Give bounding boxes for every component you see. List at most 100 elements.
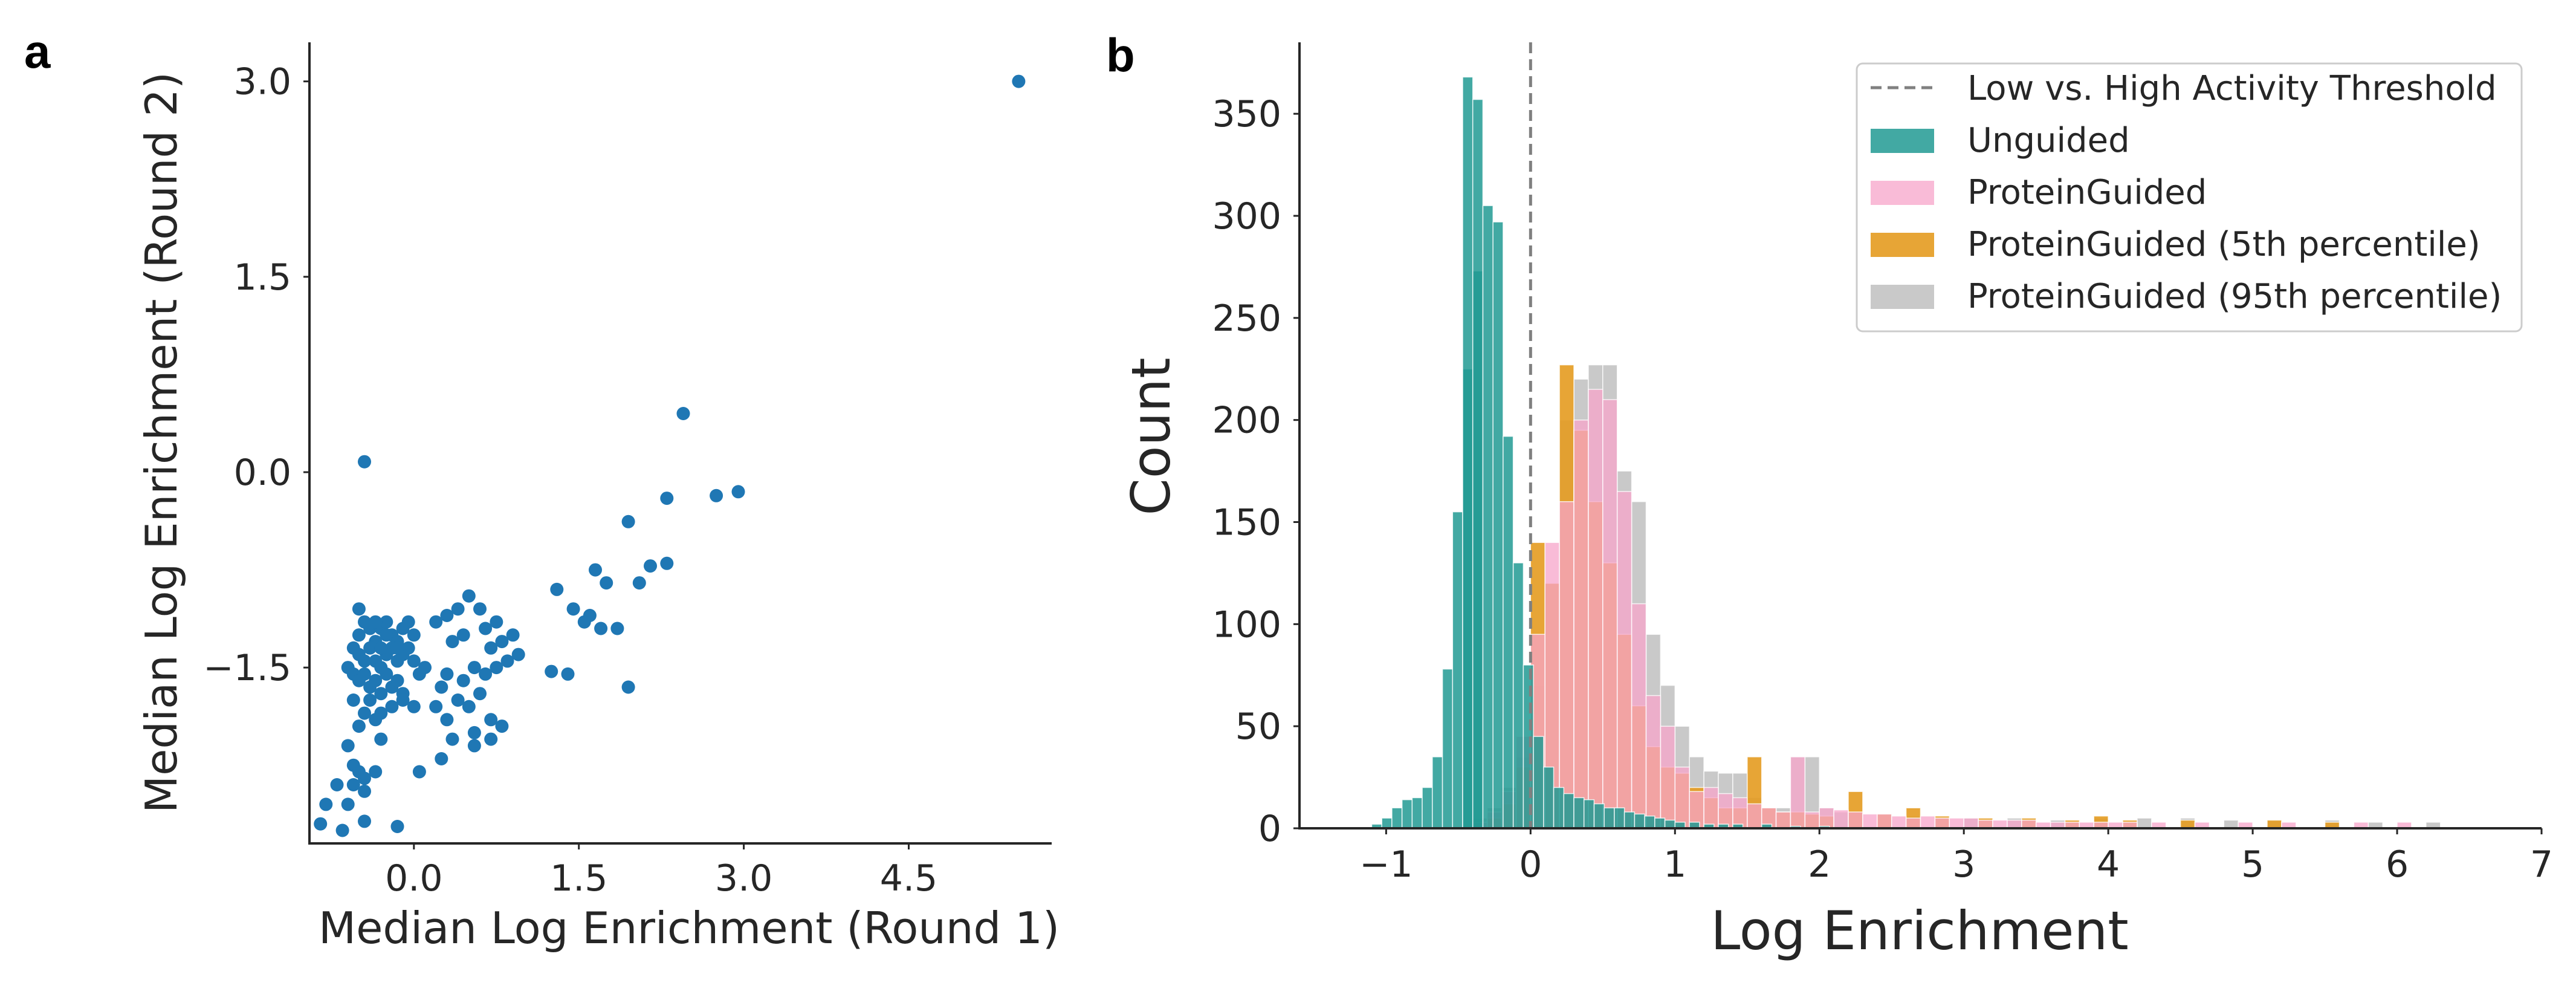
panel-b-x-tick-label: 0	[1519, 843, 1542, 886]
scatter-point	[495, 719, 509, 733]
scatter-point	[429, 615, 443, 629]
panel-b-y-axis-title: Count	[1120, 357, 1182, 515]
legend-swatch-proteinguided-5th	[1871, 233, 1934, 257]
scatter-point	[380, 667, 393, 681]
histogram-bar	[1614, 807, 1625, 829]
scatter-point	[341, 797, 355, 811]
scatter-point	[484, 641, 498, 655]
histogram-bar	[1401, 799, 1413, 829]
histogram-bar	[2267, 819, 2282, 829]
scatter-point	[462, 589, 476, 603]
scatter-point	[390, 820, 404, 833]
scatter-point	[363, 693, 377, 707]
scatter-point	[484, 732, 498, 746]
scatter-point	[346, 693, 360, 707]
histogram-bar	[1718, 793, 1733, 829]
panel-a-x-tick-label: 0.0	[385, 857, 442, 900]
histogram-bar	[1482, 205, 1493, 829]
histogram-bar	[1660, 726, 1676, 829]
panel-b-y-tick-label: 300	[1212, 195, 1281, 238]
histogram-bar	[2021, 819, 2037, 829]
histogram-bar	[1674, 766, 1690, 829]
histogram-bar	[2007, 819, 2022, 829]
scatter-point	[467, 726, 481, 739]
panel-b-y-tick-label: 50	[1235, 706, 1281, 748]
scatter-point	[407, 654, 421, 668]
histogram-bar	[1644, 815, 1655, 829]
histogram-bar	[1634, 813, 1645, 829]
histogram-bar	[1573, 419, 1589, 829]
legend-item-proteinguided-95th: ProteinGuided (95th percentile)	[1871, 277, 2502, 316]
panel-label-a: a	[24, 25, 51, 78]
histogram-bar	[1703, 787, 1719, 829]
scatter-point	[473, 602, 487, 616]
scatter-point	[380, 628, 393, 642]
scatter-point	[352, 765, 366, 779]
histogram-bar	[1593, 803, 1605, 829]
scatter-point	[589, 563, 602, 577]
scatter-point	[456, 674, 470, 687]
histogram-series	[1472, 389, 2412, 829]
scatter-point	[440, 609, 454, 622]
histogram-bar	[1877, 813, 1892, 829]
legend-label-threshold: Low vs. High Activity Threshold	[1967, 69, 2497, 108]
panel-b-y-tick-label: 100	[1212, 603, 1281, 646]
scatter-point	[363, 641, 377, 655]
scatter-point	[511, 648, 525, 661]
histogram-bar	[1747, 803, 1762, 829]
histogram-bar	[1512, 562, 1524, 829]
histogram-bar	[1963, 817, 1979, 829]
histogram-bar	[1775, 811, 1791, 829]
scatter-point	[435, 680, 448, 694]
panel-a-y-tick-label: 3.0	[234, 61, 291, 103]
scatter-point	[369, 713, 383, 727]
panel-b-y-tick-label: 350	[1212, 93, 1281, 135]
scatter-point	[621, 680, 635, 694]
scatter-point	[429, 700, 443, 713]
scatter-point	[358, 814, 371, 828]
scatter-point	[341, 739, 355, 753]
histogram-bar	[1833, 809, 1849, 829]
scatter-point	[632, 576, 646, 590]
scatter-point	[352, 628, 366, 642]
scatter-point	[358, 667, 371, 681]
legend-label-proteinguided-5th: ProteinGuided (5th percentile)	[1967, 225, 2481, 264]
scatter-point	[676, 407, 690, 420]
panel-b-x-tick-label: 7	[2530, 843, 2553, 886]
scatter-point	[473, 687, 487, 701]
histogram-bar	[1442, 668, 1454, 829]
panel-label-b: b	[1106, 28, 1135, 82]
panel-b-x-tick-label: 3	[1952, 843, 1975, 886]
histogram-bar	[1623, 811, 1636, 829]
histogram-bar	[1422, 787, 1433, 829]
scatter-point	[500, 654, 514, 668]
histogram-bar	[1819, 807, 1834, 829]
panel-a-y-tick-label: 1.5	[234, 256, 291, 299]
legend-label-proteinguided-95th: ProteinGuided (95th percentile)	[1967, 277, 2502, 316]
scatter-point	[390, 641, 404, 655]
histogram-bar	[1553, 787, 1565, 829]
scatter-point	[710, 489, 723, 502]
legend-item-threshold: Low vs. High Activity Threshold	[1871, 69, 2497, 108]
scatter-point	[407, 628, 421, 642]
scatter-point	[731, 485, 745, 499]
panel-a-x-tick-label: 4.5	[880, 857, 937, 900]
legend-swatch-unguided	[1871, 129, 1934, 153]
histogram-bar	[1588, 389, 1604, 829]
histogram-bar	[1602, 399, 1618, 829]
legend-label-proteinguided: ProteinGuided	[1967, 173, 2207, 212]
scatter-point	[451, 602, 465, 616]
scatter-point	[440, 667, 454, 681]
histogram-bar	[1432, 756, 1443, 829]
histogram-bar	[1654, 817, 1666, 829]
panel-a-y-tick-label: −1.5	[203, 647, 291, 689]
panel-b-x-tick-label: 6	[2386, 843, 2409, 886]
panel-b-y-tick-label: 250	[1212, 297, 1281, 340]
histogram-bar	[1804, 811, 1820, 829]
scatter-point	[352, 719, 366, 733]
scatter-point	[467, 661, 481, 675]
scatter-point	[396, 693, 410, 707]
panel-b: b −1 0 1 2 3 4 5 6 7 0 50 100 150 200 250 300 350 Log En…	[1106, 28, 2553, 962]
scatter-point	[577, 615, 591, 629]
legend-label-unguided: Unguided	[1967, 121, 2130, 160]
